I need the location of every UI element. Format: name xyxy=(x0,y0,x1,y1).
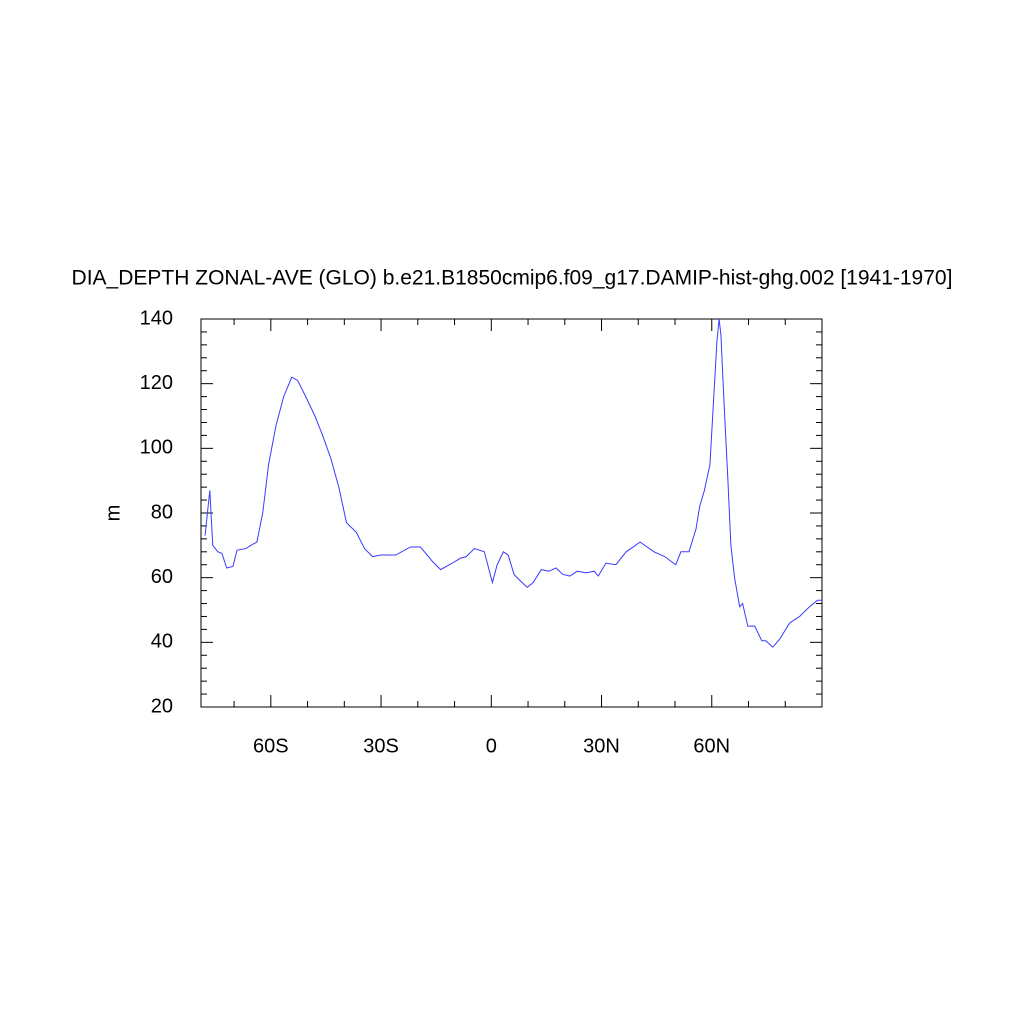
x-tick-label: 0 xyxy=(486,735,497,757)
chart-title: DIA_DEPTH ZONAL-AVE (GLO) b.e21.B1850cmi… xyxy=(72,267,953,290)
plot-frame xyxy=(200,318,823,708)
x-tick-label: 60N xyxy=(693,735,730,757)
y-axis-label: m xyxy=(102,505,124,522)
x-tick-label: 30S xyxy=(363,735,399,757)
y-tick-label: 20 xyxy=(151,695,173,717)
x-tick-label: 60S xyxy=(253,735,289,757)
y-tick-label: 120 xyxy=(140,372,173,394)
y-tick-label: 80 xyxy=(151,501,173,523)
data-line xyxy=(204,318,822,648)
y-tick-label: 100 xyxy=(140,437,173,459)
y-tick-label: 60 xyxy=(151,566,173,588)
x-tick-label: 30N xyxy=(583,735,620,757)
y-tick-label: 40 xyxy=(151,631,173,653)
y-tick-label: 140 xyxy=(140,307,173,329)
